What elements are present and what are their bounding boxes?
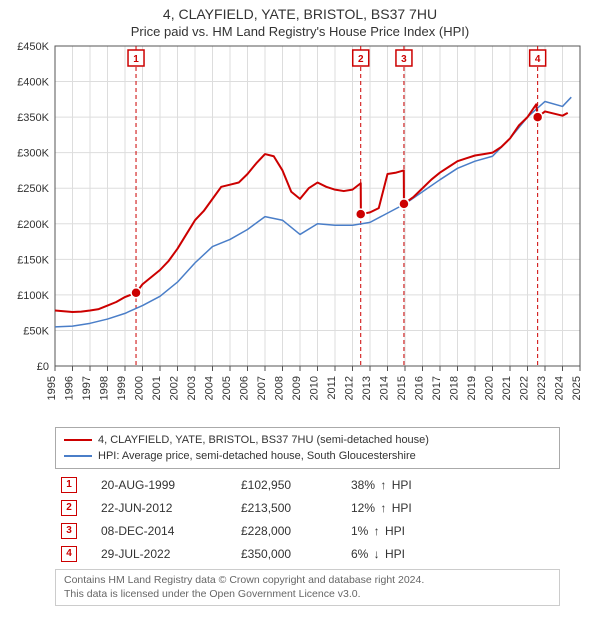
- legend-label: 4, CLAYFIELD, YATE, BRISTOL, BS37 7HU (s…: [98, 434, 429, 446]
- svg-text:2025: 2025: [571, 376, 583, 400]
- footer-line-1: Contains HM Land Registry data © Crown c…: [64, 574, 551, 588]
- svg-text:2000: 2000: [134, 376, 146, 400]
- sale-marker-box: 3: [61, 523, 77, 539]
- legend-swatch: [64, 439, 92, 441]
- legend-label: HPI: Average price, semi-detached house,…: [98, 450, 416, 462]
- table-row: 120-AUG-1999£102,95038% ↑ HPI: [55, 473, 560, 496]
- delta-arrow-icon: ↓: [368, 547, 385, 561]
- sale-marker-cell: 3: [55, 519, 95, 542]
- svg-text:1996: 1996: [64, 376, 76, 400]
- svg-text:£350K: £350K: [17, 112, 49, 124]
- svg-text:£50K: £50K: [23, 325, 49, 337]
- svg-text:1995: 1995: [46, 376, 58, 400]
- svg-text:2002: 2002: [169, 376, 181, 400]
- sale-date: 29-JUL-2022: [95, 542, 235, 565]
- sale-marker-cell: 4: [55, 542, 95, 565]
- svg-text:1998: 1998: [99, 376, 111, 400]
- sale-price: £350,000: [235, 542, 345, 565]
- svg-text:3: 3: [401, 54, 407, 65]
- svg-text:£150K: £150K: [17, 254, 49, 266]
- svg-text:2023: 2023: [536, 376, 548, 400]
- delta-arrow-icon: ↑: [375, 478, 392, 492]
- footer-line-2: This data is licensed under the Open Gov…: [64, 588, 551, 602]
- line-chart-svg: £0 £50K £100K £150K £200K £250K £300K £350K £400…: [0, 41, 600, 421]
- svg-text:2019: 2019: [466, 376, 478, 400]
- table-row: 308-DEC-2014£228,0001% ↑ HPI: [55, 519, 560, 542]
- sale-price: £102,950: [235, 473, 345, 496]
- sale-hpi-delta: 38% ↑ HPI: [345, 473, 560, 496]
- svg-text:2001: 2001: [151, 376, 163, 400]
- delta-suffix: HPI: [385, 547, 405, 561]
- delta-pct: 12%: [351, 501, 375, 515]
- svg-text:£100K: £100K: [17, 290, 49, 302]
- delta-arrow-icon: ↑: [375, 501, 392, 515]
- sale-marker-cell: 2: [55, 496, 95, 519]
- svg-text:2009: 2009: [291, 376, 303, 400]
- svg-text:2017: 2017: [431, 376, 443, 400]
- svg-text:1997: 1997: [81, 376, 93, 400]
- svg-text:£200K: £200K: [17, 219, 49, 231]
- svg-text:£400K: £400K: [17, 77, 49, 89]
- svg-text:2003: 2003: [186, 376, 198, 400]
- delta-pct: 1%: [351, 524, 368, 538]
- svg-text:£250K: £250K: [17, 183, 49, 195]
- legend-item: 4, CLAYFIELD, YATE, BRISTOL, BS37 7HU (s…: [64, 432, 551, 448]
- svg-text:£450K: £450K: [17, 41, 49, 53]
- sale-hpi-delta: 6% ↓ HPI: [345, 542, 560, 565]
- svg-text:2006: 2006: [239, 376, 251, 400]
- svg-text:2011: 2011: [326, 376, 338, 400]
- delta-suffix: HPI: [392, 478, 412, 492]
- svg-text:2013: 2013: [361, 376, 373, 400]
- sale-marker-box: 1: [61, 477, 77, 493]
- attribution-footer: Contains HM Land Registry data © Crown c…: [55, 569, 560, 606]
- sale-price: £213,500: [235, 496, 345, 519]
- svg-text:2024: 2024: [554, 376, 566, 400]
- table-row: 222-JUN-2012£213,50012% ↑ HPI: [55, 496, 560, 519]
- svg-text:2007: 2007: [256, 376, 268, 400]
- legend-item: HPI: Average price, semi-detached house,…: [64, 448, 551, 464]
- svg-text:2022: 2022: [519, 376, 531, 400]
- delta-pct: 6%: [351, 547, 368, 561]
- svg-text:2020: 2020: [484, 376, 496, 400]
- sale-hpi-delta: 1% ↑ HPI: [345, 519, 560, 542]
- sale-hpi-delta: 12% ↑ HPI: [345, 496, 560, 519]
- svg-text:2012: 2012: [344, 376, 356, 400]
- svg-text:4: 4: [535, 54, 541, 65]
- svg-text:£300K: £300K: [17, 148, 49, 160]
- sale-price: £228,000: [235, 519, 345, 542]
- sales-table: 120-AUG-1999£102,95038% ↑ HPI222-JUN-201…: [55, 473, 560, 565]
- legend: 4, CLAYFIELD, YATE, BRISTOL, BS37 7HU (s…: [55, 427, 560, 469]
- sale-marker-box: 4: [61, 546, 77, 562]
- svg-text:2015: 2015: [396, 376, 408, 400]
- sale-date: 20-AUG-1999: [95, 473, 235, 496]
- chart-subtitle: Price paid vs. HM Land Registry's House …: [0, 24, 600, 39]
- sale-marker-box: 2: [61, 500, 77, 516]
- chart-title: 4, CLAYFIELD, YATE, BRISTOL, BS37 7HU: [0, 6, 600, 22]
- sale-marker-cell: 1: [55, 473, 95, 496]
- svg-text:2004: 2004: [204, 376, 216, 400]
- svg-text:2018: 2018: [449, 376, 461, 400]
- chart-header: 4, CLAYFIELD, YATE, BRISTOL, BS37 7HU Pr…: [0, 0, 600, 41]
- svg-text:2010: 2010: [309, 376, 321, 400]
- sale-date: 08-DEC-2014: [95, 519, 235, 542]
- delta-pct: 38%: [351, 478, 375, 492]
- legend-swatch: [64, 455, 92, 457]
- svg-text:£0: £0: [37, 361, 49, 373]
- svg-text:2: 2: [358, 54, 364, 65]
- svg-text:2005: 2005: [221, 376, 233, 400]
- svg-text:2016: 2016: [414, 376, 426, 400]
- delta-suffix: HPI: [385, 524, 405, 538]
- svg-text:2008: 2008: [274, 376, 286, 400]
- table-row: 429-JUL-2022£350,0006% ↓ HPI: [55, 542, 560, 565]
- delta-suffix: HPI: [392, 501, 412, 515]
- chart-area: £0 £50K £100K £150K £200K £250K £300K £350K £400…: [0, 41, 600, 421]
- delta-arrow-icon: ↑: [368, 524, 385, 538]
- sale-date: 22-JUN-2012: [95, 496, 235, 519]
- svg-text:1: 1: [133, 54, 139, 65]
- svg-text:2014: 2014: [379, 376, 391, 400]
- svg-text:1999: 1999: [116, 376, 128, 400]
- svg-text:2021: 2021: [501, 376, 513, 400]
